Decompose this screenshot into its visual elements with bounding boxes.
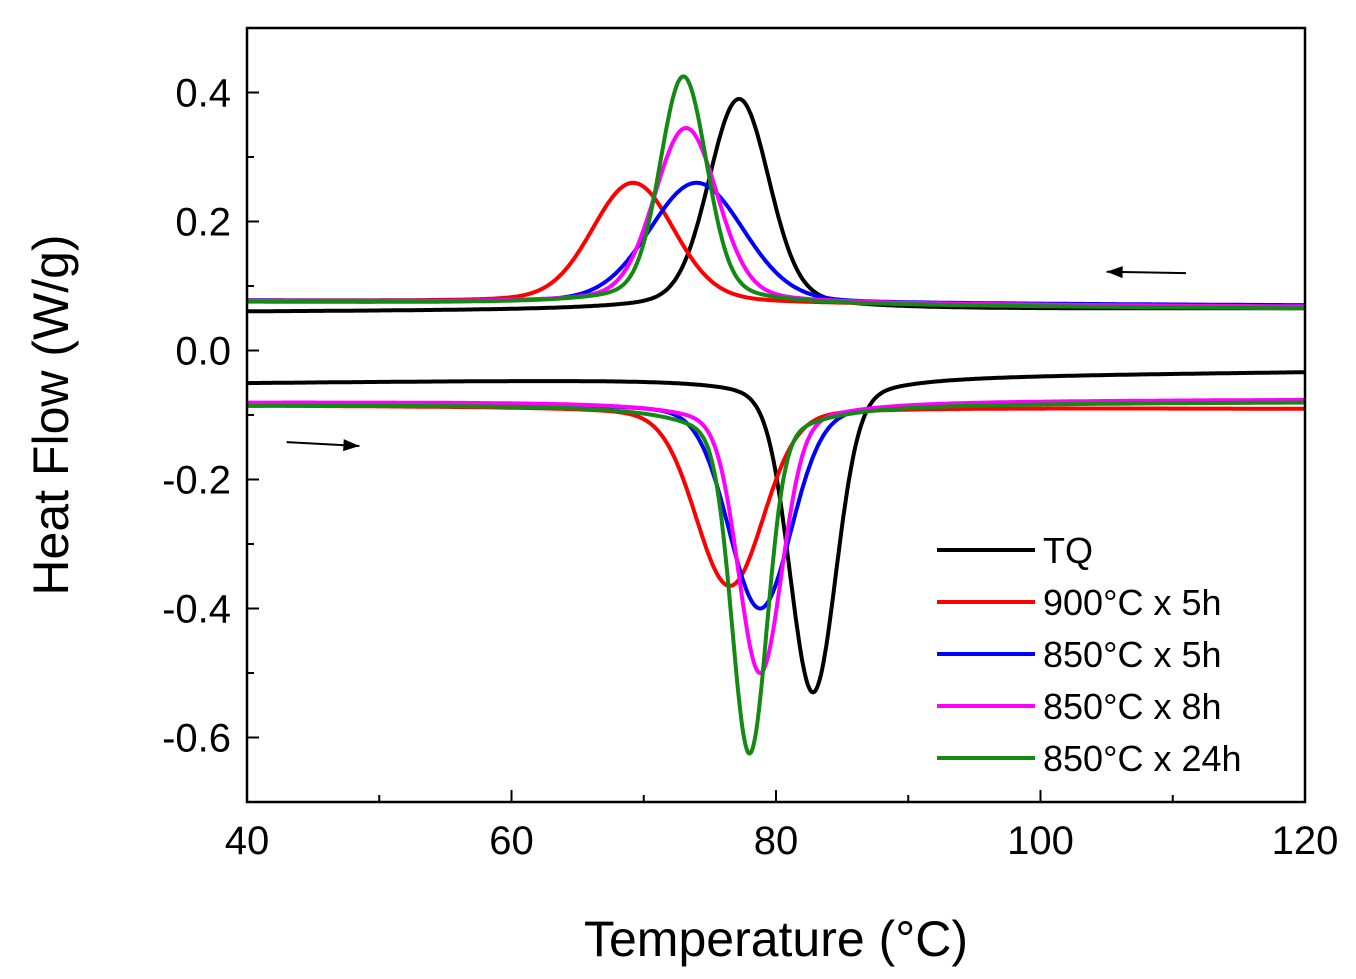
legend-label: 900°C x 5h: [1043, 582, 1222, 623]
legend: TQ 900°C x 5h 850°C x 5h 850°C x 8h 850°C x …: [937, 530, 1242, 779]
series-1-heating-curve: [246, 403, 1306, 588]
legend-label: 850°C x 8h: [1043, 686, 1222, 727]
ticks-layer: 40 60 80 100 120 -0.6 -0.4 -0.2 0.0 0.2 0.4: [162, 27, 1339, 863]
legend-label: 850°C x 24h: [1043, 738, 1242, 779]
series-0-cooling-curve: [246, 97, 1306, 314]
series-4-cooling-curve: [246, 74, 1306, 311]
x-axis-title: Temperature (°C): [584, 911, 968, 967]
y-tick-label: 0.4: [175, 72, 231, 116]
y-axis-title: Heat Flow (W/g): [23, 234, 79, 595]
legend-label: 850°C x 5h: [1043, 634, 1222, 675]
arrows-layer: [286, 266, 1186, 452]
heating-arrow-head: [343, 439, 360, 452]
y-tick-label: 0.2: [175, 201, 231, 245]
x-tick-label: 100: [1007, 819, 1074, 863]
series-3-cooling-curve: [246, 126, 1306, 309]
legend-label: TQ: [1043, 530, 1093, 571]
curves-layer: [246, 74, 1306, 756]
y-tick-label: -0.4: [162, 588, 231, 632]
cooling-arrow-head: [1106, 266, 1123, 279]
x-tick-label: 80: [754, 819, 799, 863]
y-tick-label: -0.6: [162, 717, 231, 761]
x-tick-label: 120: [1272, 819, 1339, 863]
series-2-heating-curve: [246, 400, 1306, 611]
series-3-heating-curve: [246, 397, 1306, 675]
y-tick-label: -0.2: [162, 459, 231, 503]
series-4-heating-curve: [246, 400, 1306, 756]
y-tick-label: 0.0: [175, 330, 231, 374]
x-tick-label: 40: [225, 819, 270, 863]
x-tick-label: 60: [489, 819, 534, 863]
